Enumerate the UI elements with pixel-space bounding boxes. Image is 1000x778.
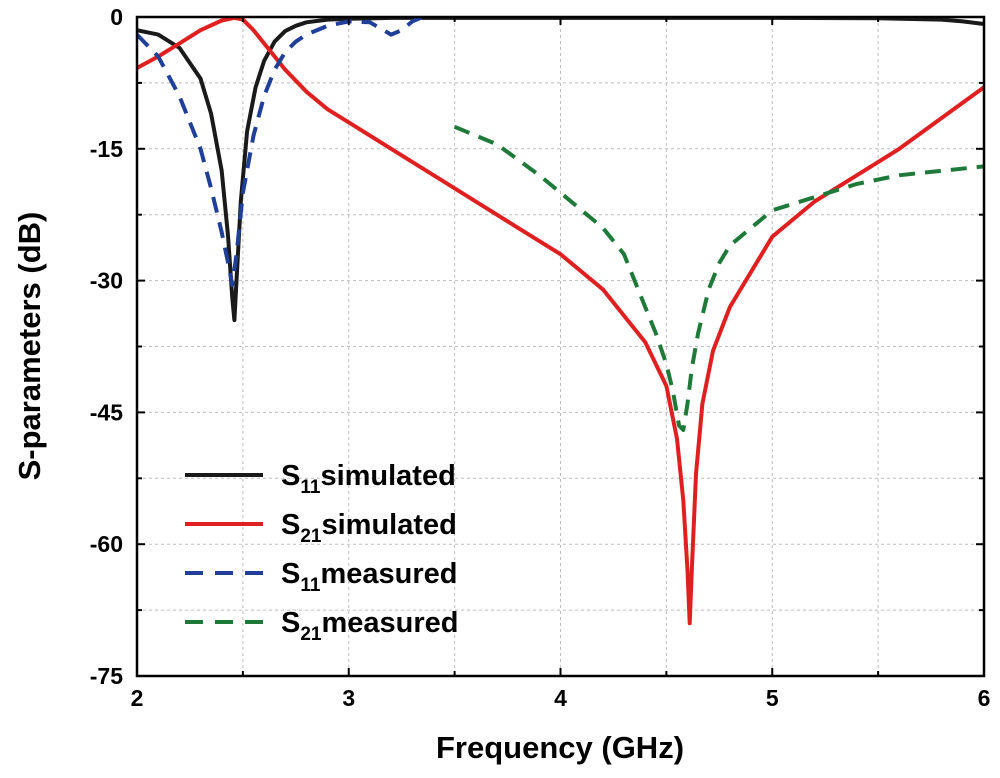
legend-label: S21measured [281,607,459,645]
x-tick-label: 6 [978,685,991,711]
x-tick-labels: 2 3 4 5 6 [131,685,991,711]
axis-ticks [136,16,985,677]
series-line-S21simulated [137,17,984,626]
x-tick-label: 5 [766,685,779,711]
y-tick-label: -45 [90,399,123,425]
y-tick-label: -30 [90,268,123,294]
y-tick-labels: 0 -15 -30 -45 -60 -75 [90,4,123,689]
legend-label: S11simulated [281,460,456,498]
y-tick-label: 0 [110,4,123,30]
x-tick-label: 3 [342,685,355,711]
series-line-S11measured [137,17,424,287]
legend-label: S21simulated [281,509,457,547]
y-axis-label: S-parameters (dB) [12,212,47,481]
legend: S11simulated S21simulated S11measured S21me… [185,460,459,645]
legend-label: S11measured [281,558,457,596]
y-tick-label: -75 [90,663,123,689]
x-tick-label: 2 [131,685,144,711]
x-axis-label: Frequency (GHz) [436,730,684,765]
y-tick-label: -15 [90,136,123,162]
series-line-S21measured [453,124,984,432]
x-tick-label: 4 [554,685,567,711]
y-tick-label: -60 [90,531,123,557]
grid [137,17,984,676]
